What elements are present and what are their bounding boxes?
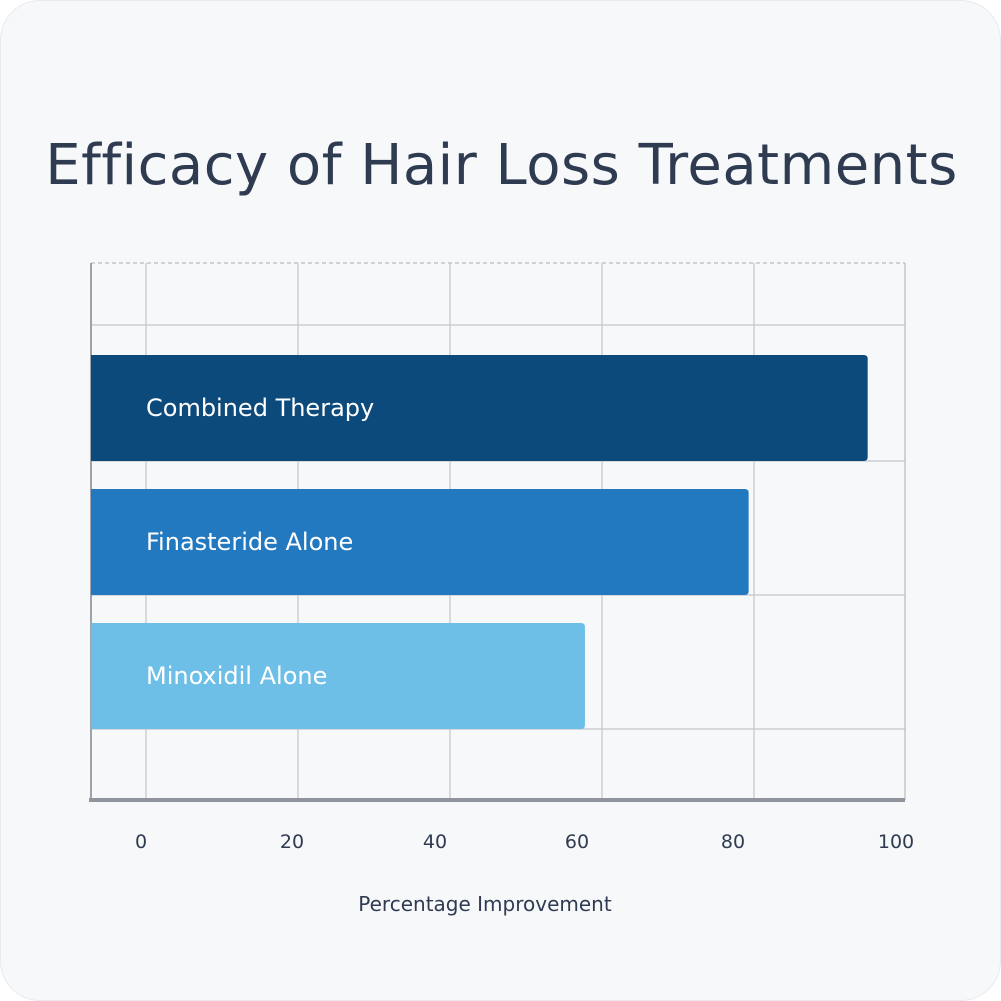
bar-minoxidil-alone (91, 623, 585, 729)
bar-combined-therapy (91, 355, 868, 461)
x-tick-label: 40 (423, 831, 447, 853)
x-tick-label: 0 (135, 831, 147, 853)
bar-label: Minoxidil Alone (146, 662, 327, 690)
bar-label: Combined Therapy (146, 394, 374, 422)
x-tick-label: 60 (565, 831, 589, 853)
x-axis: 0 20 40 60 80 100 Percentage Improvement (89, 798, 914, 916)
x-axis-title: Percentage Improvement (358, 892, 612, 916)
x-tick-label: 100 (878, 831, 914, 853)
bar-finasteride-alone (91, 489, 749, 595)
x-tick-label: 20 (280, 831, 304, 853)
bar-label: Finasteride Alone (146, 528, 353, 556)
bars: Combined Therapy Finasteride Alone Minoxid… (91, 355, 868, 729)
x-tick-label: 80 (721, 831, 745, 853)
chart-title: Efficacy of Hair Loss Treatments (45, 133, 958, 198)
